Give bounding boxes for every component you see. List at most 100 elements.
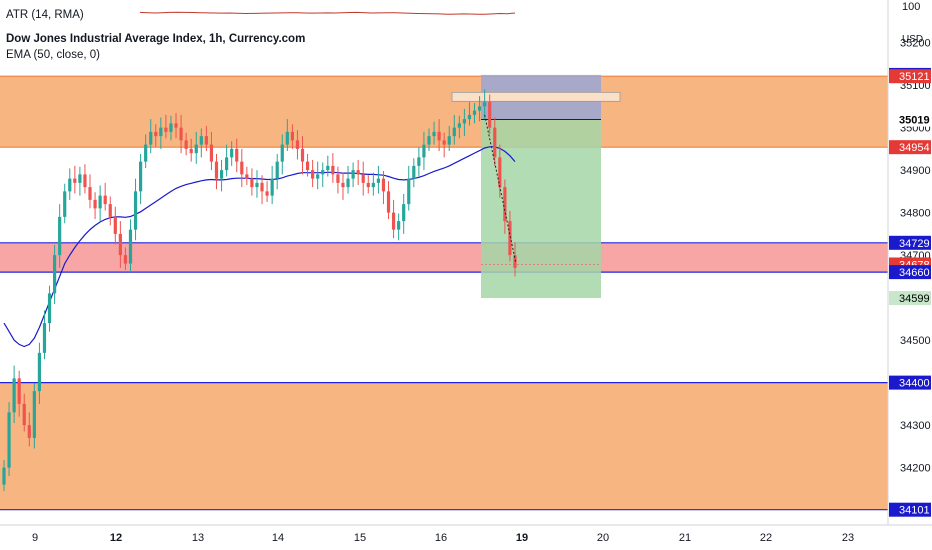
ema-line — [3, 146, 516, 348]
candle-body — [503, 187, 507, 222]
atr-pane — [139, 11, 516, 15]
candle-body — [386, 191, 391, 213]
atr-axis-label: 100 — [902, 1, 920, 13]
candle-body — [235, 148, 239, 162]
candle-body — [285, 131, 289, 145]
candle-body — [98, 195, 102, 209]
x-tick-label: 22 — [760, 532, 772, 544]
candle-body — [7, 412, 11, 468]
candle-body — [437, 131, 441, 141]
candle-body — [37, 352, 42, 392]
candle-body — [22, 403, 26, 426]
atr-legend[interactable]: ATR (14, RMA) — [6, 9, 84, 21]
candle-body — [250, 178, 254, 188]
candle-body — [341, 182, 345, 188]
price-label-bg — [889, 375, 931, 390]
label-box — [451, 91, 621, 102]
y-tick-label: 34500 — [900, 335, 931, 347]
candle-body — [371, 182, 375, 188]
candle-body — [326, 165, 330, 171]
candle-body — [467, 114, 472, 120]
candle-body — [290, 131, 294, 141]
time-axis[interactable]: 9 12 13 14 15 16 19 20 21 22 23 — [0, 524, 932, 544]
x-tick-label: 12 — [110, 532, 122, 544]
x-tick-label: 19 — [516, 532, 528, 544]
candle-body — [245, 174, 249, 179]
candle-body — [336, 174, 340, 183]
y-tick-label: 34200 — [900, 463, 931, 475]
candle-body — [219, 170, 224, 179]
candle-body — [275, 161, 279, 179]
ema-legend[interactable]: EMA (50, close, 0) — [6, 49, 100, 61]
candle-body — [391, 212, 396, 230]
candle-body — [457, 123, 461, 128]
candle-body — [260, 182, 264, 192]
candle-body — [472, 110, 477, 115]
candle-body — [255, 182, 259, 188]
y-tick-label: 34800 — [900, 208, 931, 220]
candle-body — [225, 157, 229, 171]
candle-body — [513, 255, 517, 268]
candle-body — [381, 178, 386, 192]
candle-body — [356, 170, 360, 175]
candle-body — [27, 425, 31, 438]
x-tick-label: 21 — [679, 532, 691, 544]
price-label-bg — [889, 112, 931, 127]
candle-body — [179, 127, 183, 141]
candle-body — [139, 161, 143, 192]
candle-body — [123, 255, 128, 264]
candle-body — [417, 157, 421, 166]
price-label-red: 35121 — [899, 71, 930, 83]
candle-body — [93, 199, 97, 209]
candle-body — [113, 216, 117, 234]
candle-body — [108, 204, 112, 217]
candle-body — [462, 119, 467, 124]
candle-body — [154, 131, 158, 137]
candle-body — [407, 178, 411, 205]
candle-body — [316, 174, 320, 179]
candle-body — [83, 174, 87, 188]
y-tick-label: 34900 — [900, 165, 931, 177]
atr-line — [139, 11, 516, 15]
price-label-bg — [889, 140, 931, 155]
candle-body — [189, 148, 193, 154]
candle-body — [346, 178, 350, 188]
x-tick-label: 23 — [842, 532, 854, 544]
price-label-bg — [889, 265, 931, 280]
candle-body — [78, 174, 82, 183]
y-tick-label: 35200 — [900, 38, 931, 50]
candle-body — [305, 161, 310, 171]
price-label-bg — [889, 502, 931, 517]
x-tick-label: 16 — [435, 532, 447, 544]
candle-body — [493, 127, 497, 158]
price-axis[interactable]: 1003520035100350003490034800347003460034… — [887, 0, 931, 525]
candle-body — [331, 165, 335, 175]
candle-body — [73, 178, 77, 183]
zones-layer — [0, 75, 888, 511]
zone-support — [0, 242, 888, 273]
x-tick-label: 20 — [597, 532, 609, 544]
ema-layer — [3, 146, 516, 348]
price-label-blue: 34729 — [899, 238, 930, 250]
candle-body — [194, 144, 198, 154]
price-label-blue: 34660 — [899, 267, 930, 279]
candle-body — [58, 216, 62, 256]
candle-body — [204, 136, 208, 145]
candle-body — [32, 391, 36, 438]
candle-body — [488, 102, 492, 128]
candle-body — [68, 178, 72, 192]
candle-body — [432, 131, 436, 137]
x-tick-label: 13 — [192, 532, 204, 544]
candle-body — [144, 144, 148, 162]
candle-body — [2, 467, 6, 485]
candle-body — [169, 123, 173, 132]
y-tick-label: 34300 — [900, 420, 931, 432]
candle-body — [184, 140, 188, 149]
candle-body — [280, 144, 284, 162]
candle-body — [230, 148, 234, 158]
price-label-blue: 34400 — [899, 378, 930, 390]
candle-body — [199, 136, 203, 145]
price-label-bg — [889, 291, 931, 306]
candle-body — [447, 136, 451, 145]
